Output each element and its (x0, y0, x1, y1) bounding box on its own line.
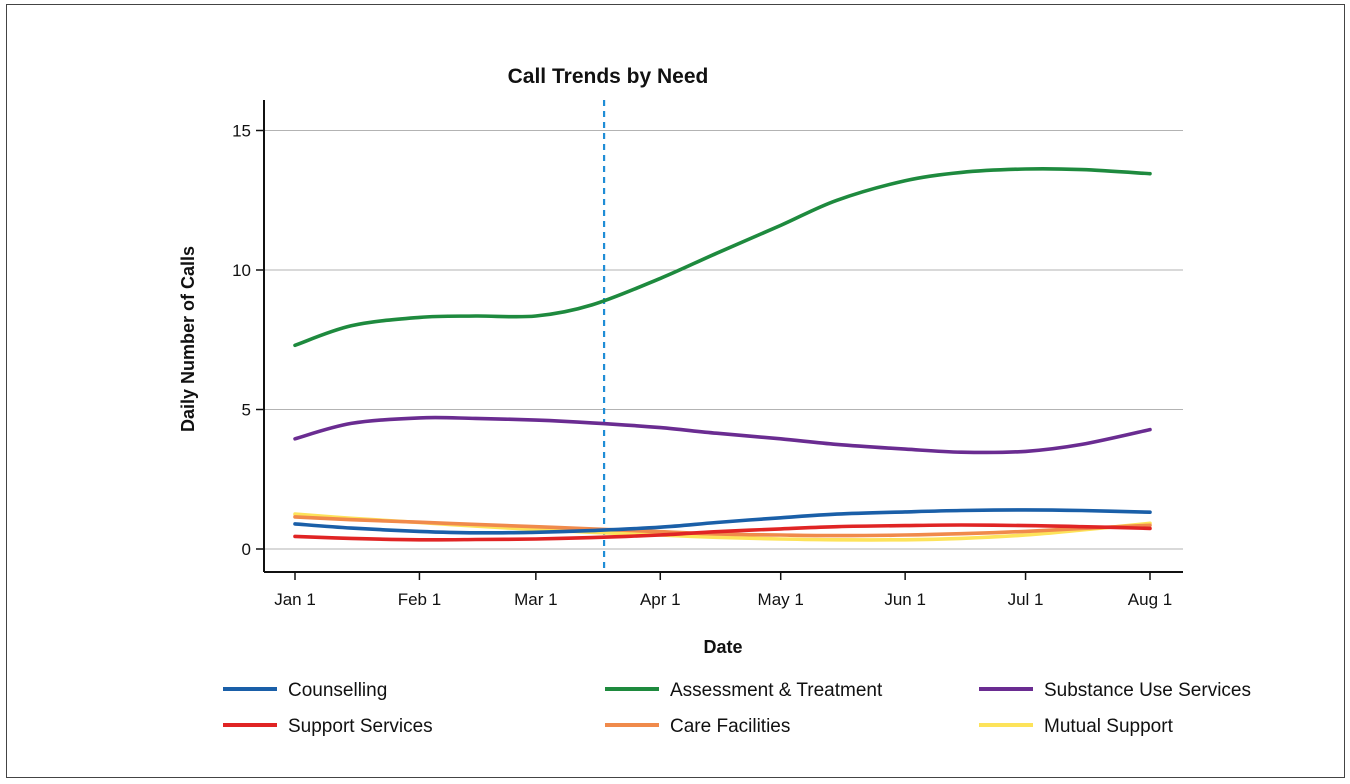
x-tick-label-7: Aug 1 (1128, 590, 1172, 609)
legend-label-support-services: Support Services (288, 716, 433, 737)
series-line-support-services (293, 523, 1152, 542)
legend-label-counselling: Counselling (288, 680, 387, 701)
y-axis-ticks: 0 5 10 15 (232, 122, 264, 559)
line-chart: Call Trends by Need Jan 1 Feb 1 Mar 1 Apr 1… (178, 65, 1251, 737)
series-line-assessment-treatment (293, 166, 1152, 348)
axes (263, 100, 1183, 573)
legend-label-assessment-treatment: Assessment & Treatment (670, 680, 883, 701)
chart-frame: Call Trends by Need Jan 1 Feb 1 Mar 1 Apr 1… (6, 4, 1345, 778)
x-tick-label-4: May 1 (758, 590, 804, 609)
x-tick-label-5: Jun 1 (884, 590, 926, 609)
x-tick-label-1: Feb 1 (398, 590, 441, 609)
legend-label-care-facilities: Care Facilities (670, 716, 790, 737)
series-lines (293, 166, 1152, 542)
legend-label-mutual-support: Mutual Support (1044, 716, 1174, 737)
gridlines (264, 130, 1183, 550)
y-tick-label-3: 15 (232, 122, 251, 141)
chart-title: Call Trends by Need (508, 65, 709, 88)
x-tick-label-2: Mar 1 (514, 590, 557, 609)
series-line-care-facilities (293, 515, 1152, 538)
y-axis-title: Daily Number of Calls (178, 246, 198, 432)
series-line-substance-use-services (293, 415, 1152, 455)
legend-label-substance-use-services: Substance Use Services (1044, 680, 1251, 701)
y-tick-label-1: 5 (242, 401, 251, 420)
legend: Counselling Assessment & Treatment Substan… (223, 680, 1251, 737)
y-tick-label-0: 0 (242, 540, 251, 559)
x-tick-label-6: Jul 1 (1008, 590, 1044, 609)
x-tick-label-3: Apr 1 (640, 590, 681, 609)
series-line-counselling (293, 508, 1152, 535)
y-tick-label-2: 10 (232, 261, 251, 280)
x-axis-ticks: Jan 1 Feb 1 Mar 1 Apr 1 May 1 Jun 1 Jul 1 Aug 1 (274, 572, 1172, 609)
x-axis-title: Date (703, 637, 742, 657)
x-tick-label-0: Jan 1 (274, 590, 316, 609)
